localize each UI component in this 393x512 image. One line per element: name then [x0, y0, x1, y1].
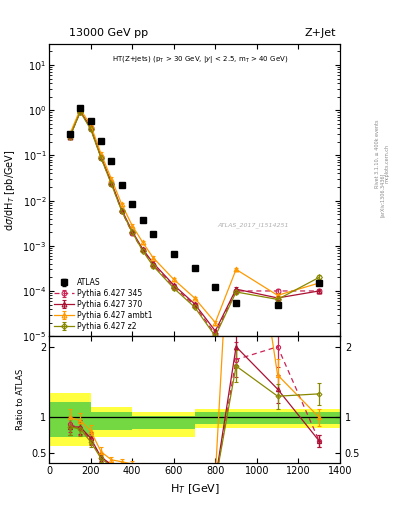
Y-axis label: Ratio to ATLAS: Ratio to ATLAS: [17, 369, 26, 431]
Text: 13000 GeV pp: 13000 GeV pp: [69, 28, 148, 38]
Legend: ATLAS, Pythia 6.427 345, Pythia 6.427 370, Pythia 6.427 ambt1, Pythia 6.427 z2: ATLAS, Pythia 6.427 345, Pythia 6.427 37…: [53, 276, 154, 332]
Text: Z+Jet: Z+Jet: [305, 28, 336, 38]
Y-axis label: d$\sigma$/dH$_T$ [pb/GeV]: d$\sigma$/dH$_T$ [pb/GeV]: [3, 149, 17, 230]
Text: mcplots.cern.ch: mcplots.cern.ch: [385, 144, 390, 183]
X-axis label: H$_T$ [GeV]: H$_T$ [GeV]: [169, 482, 220, 496]
Text: ATLAS_2017_I1514251: ATLAS_2017_I1514251: [218, 222, 289, 228]
Text: Rivet 3.1.10, ≥ 400k events: Rivet 3.1.10, ≥ 400k events: [375, 119, 380, 188]
Text: HT(Z+jets) ($\rm p_T$ > 30 GeV, $|y|$ < 2.5, $\rm m_T$ > 40 GeV): HT(Z+jets) ($\rm p_T$ > 30 GeV, $|y|$ < …: [112, 54, 288, 65]
Text: [arXiv:1306.3436]: [arXiv:1306.3436]: [380, 173, 385, 217]
